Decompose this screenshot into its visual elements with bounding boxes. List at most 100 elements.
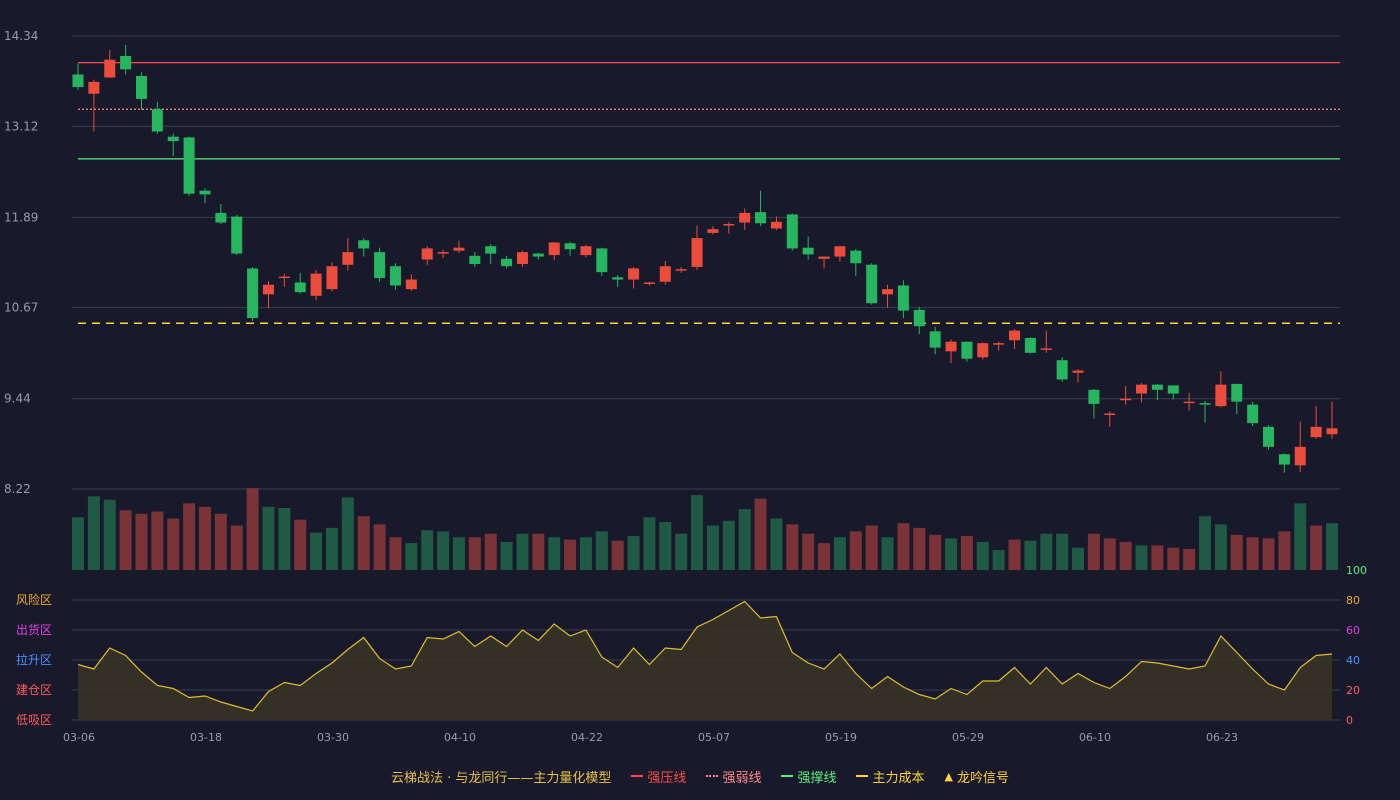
volume-bar [1310, 525, 1323, 570]
candle [1231, 383, 1243, 415]
price-tick-label: 8.22 [4, 482, 31, 496]
candle-body [183, 137, 195, 194]
price-tick-label: 11.89 [4, 210, 38, 224]
candle-body [1215, 384, 1227, 407]
candle-body [88, 81, 100, 94]
candle [1151, 383, 1163, 401]
volume-bar [818, 543, 831, 570]
volume-bar [87, 496, 100, 570]
candle-body [358, 240, 370, 249]
volume-bar [357, 516, 370, 570]
candle [1104, 411, 1116, 427]
candle-body [1104, 413, 1116, 415]
volume-bar [1024, 540, 1037, 570]
legend-item-dragon-signal[interactable]: ▲ 龙吟信号 [944, 767, 1008, 786]
candle-body [405, 279, 417, 290]
volume-bar [1230, 534, 1243, 570]
legend-item-strong-support[interactable]: 强撑线 [781, 767, 836, 786]
candle [437, 249, 449, 259]
candle-body [786, 214, 798, 249]
volume-bar [151, 511, 164, 570]
volume-bar [278, 507, 291, 570]
dashed-line-icon [856, 775, 869, 777]
volume-bar [1262, 538, 1275, 570]
candle-body [151, 109, 163, 132]
candle-body [612, 277, 624, 280]
volume-bar [246, 488, 259, 570]
legend-item-strong-pressure[interactable]: 强压线 [631, 767, 686, 786]
candle-body [1151, 384, 1163, 390]
candle-body [628, 268, 640, 280]
volume-bar [1294, 503, 1307, 570]
volume-bars [72, 488, 1338, 570]
volume-bar [881, 537, 894, 570]
volume-bar [659, 522, 672, 570]
oscillator-tick-label: 40 [1346, 654, 1360, 667]
candle [88, 79, 100, 132]
oscillator-tick-label: 20 [1346, 684, 1360, 697]
candle [183, 136, 195, 196]
solid-line-icon [781, 775, 794, 777]
candle-body [770, 221, 782, 229]
candle [1136, 383, 1148, 403]
candle [1326, 401, 1338, 439]
volume-bar [802, 533, 815, 570]
candle [564, 241, 576, 256]
candle [1183, 392, 1195, 411]
reference-lines [78, 62, 1340, 324]
candle-body [247, 268, 259, 319]
candle [929, 326, 941, 355]
volume-bar [1183, 548, 1196, 570]
candle-body [691, 238, 703, 267]
volume-bar [1135, 545, 1148, 570]
candle-body [1263, 426, 1275, 447]
volume-bar [516, 533, 529, 570]
candle [596, 247, 608, 276]
candle [675, 266, 687, 273]
candle-body [1310, 426, 1322, 438]
candle [818, 256, 830, 269]
triangle-icon: ▲ [944, 769, 953, 783]
candle-body [882, 289, 894, 295]
candle-body [104, 59, 116, 78]
legend-item-label: 强弱线 [722, 770, 762, 786]
candle [1120, 386, 1132, 405]
candle-body [1247, 404, 1259, 424]
oscillator-axis: 100 80 60 40 20 0 [1346, 564, 1367, 727]
candle [1294, 421, 1306, 472]
candle-body [485, 246, 497, 254]
volume-bar [945, 538, 958, 570]
volume-bar [119, 510, 132, 570]
volume-bar [183, 503, 196, 570]
volume-bar [341, 497, 354, 570]
candle [120, 44, 132, 75]
date-axis: 03-06 03-18 03-30 04-10 04-22 05-07 05-19 05-29… [63, 731, 1238, 744]
date-tick-label: 05-07 [698, 731, 730, 744]
volume-bar [262, 506, 275, 570]
candle [421, 246, 433, 266]
legend-item-strong-weak[interactable]: 强弱线 [706, 767, 761, 786]
zone-label: 建仓区 [16, 683, 52, 697]
candle-body [167, 136, 179, 142]
candle [1310, 406, 1322, 439]
volume-bar [1040, 533, 1053, 570]
volume-bar [897, 523, 910, 570]
volume-bar [1326, 523, 1338, 570]
candle [516, 250, 528, 267]
candle [167, 133, 179, 156]
legend-item-main-cost[interactable]: 主力成本 [856, 767, 924, 786]
candle [135, 72, 147, 111]
oscillator-tick-label: 60 [1346, 624, 1360, 637]
candle [834, 246, 846, 262]
candle [501, 255, 513, 269]
candle [151, 101, 163, 134]
candle-body [850, 250, 862, 264]
candle-body [707, 229, 719, 233]
candle-body [1136, 384, 1148, 394]
candle-body [993, 343, 1005, 345]
volume-bar [1072, 547, 1085, 570]
candle-body [802, 247, 814, 255]
dotted-line-icon [706, 775, 719, 777]
candle-body [262, 284, 274, 295]
